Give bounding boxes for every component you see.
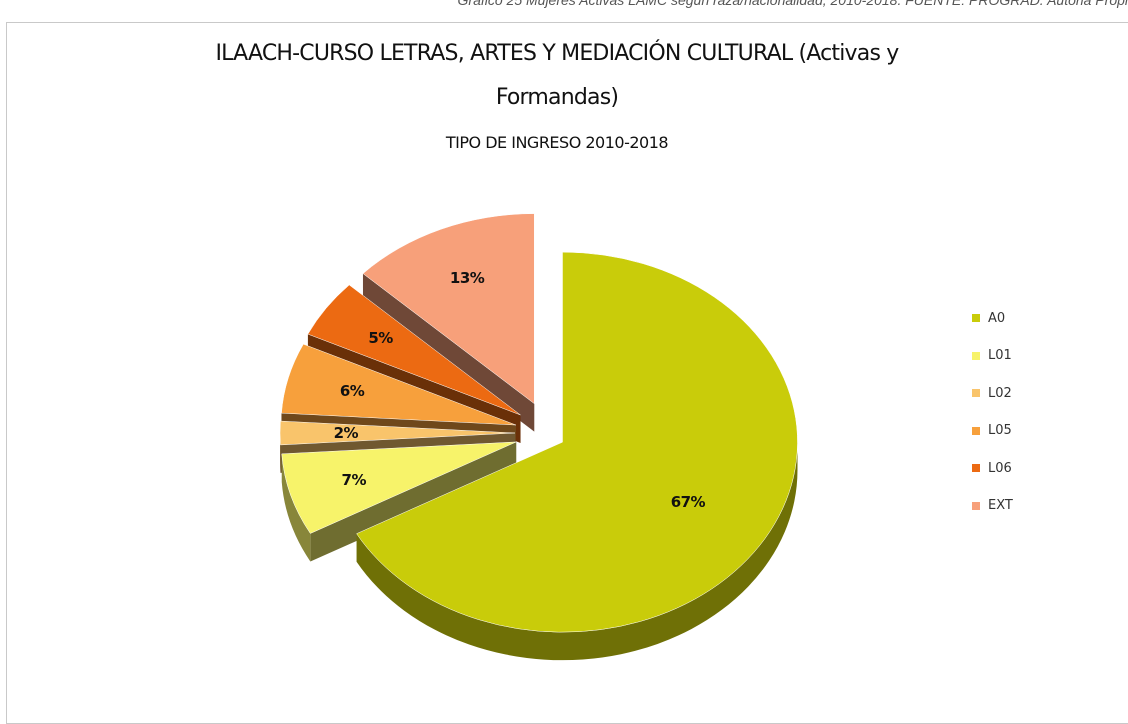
legend-label: L01: [988, 348, 1012, 363]
legend-item-l05: L05: [972, 416, 1013, 446]
legend-label: L06: [988, 461, 1012, 476]
legend-item-l02: L02: [972, 378, 1013, 408]
chart-legend: A0 L01 L02 L05 L06 EXT: [972, 303, 1013, 528]
legend-label: A0: [988, 311, 1005, 326]
pie-chart: 67% 7% 2% 6% 5% 13%: [7, 23, 1128, 723]
legend-swatch: [972, 352, 980, 360]
data-label-l02: 2%: [334, 424, 359, 442]
data-label-l05: 6%: [340, 382, 365, 400]
data-label-l01: 7%: [342, 471, 367, 489]
data-label-ext: 13%: [450, 269, 485, 287]
legend-swatch: [972, 427, 980, 435]
legend-item-l06: L06: [972, 453, 1013, 483]
legend-item-ext: EXT: [972, 491, 1013, 521]
data-label-l06: 5%: [368, 329, 393, 347]
data-label-a0: 67%: [671, 493, 706, 511]
legend-swatch: [972, 464, 980, 472]
legend-label: L05: [988, 423, 1012, 438]
legend-swatch: [972, 502, 980, 510]
legend-label: EXT: [988, 498, 1013, 513]
legend-swatch: [972, 389, 980, 397]
legend-swatch: [972, 314, 980, 322]
legend-item-l01: L01: [972, 341, 1013, 371]
legend-label: L02: [988, 386, 1012, 401]
chart-frame: ILAACH-CURSO LETRAS, ARTES Y MEDIACIÓN C…: [6, 22, 1128, 724]
legend-item-a0: A0: [972, 303, 1013, 333]
figure-caption: Gráfico 25 Mujeres Activas LAMC según ra…: [108, 0, 1128, 8]
